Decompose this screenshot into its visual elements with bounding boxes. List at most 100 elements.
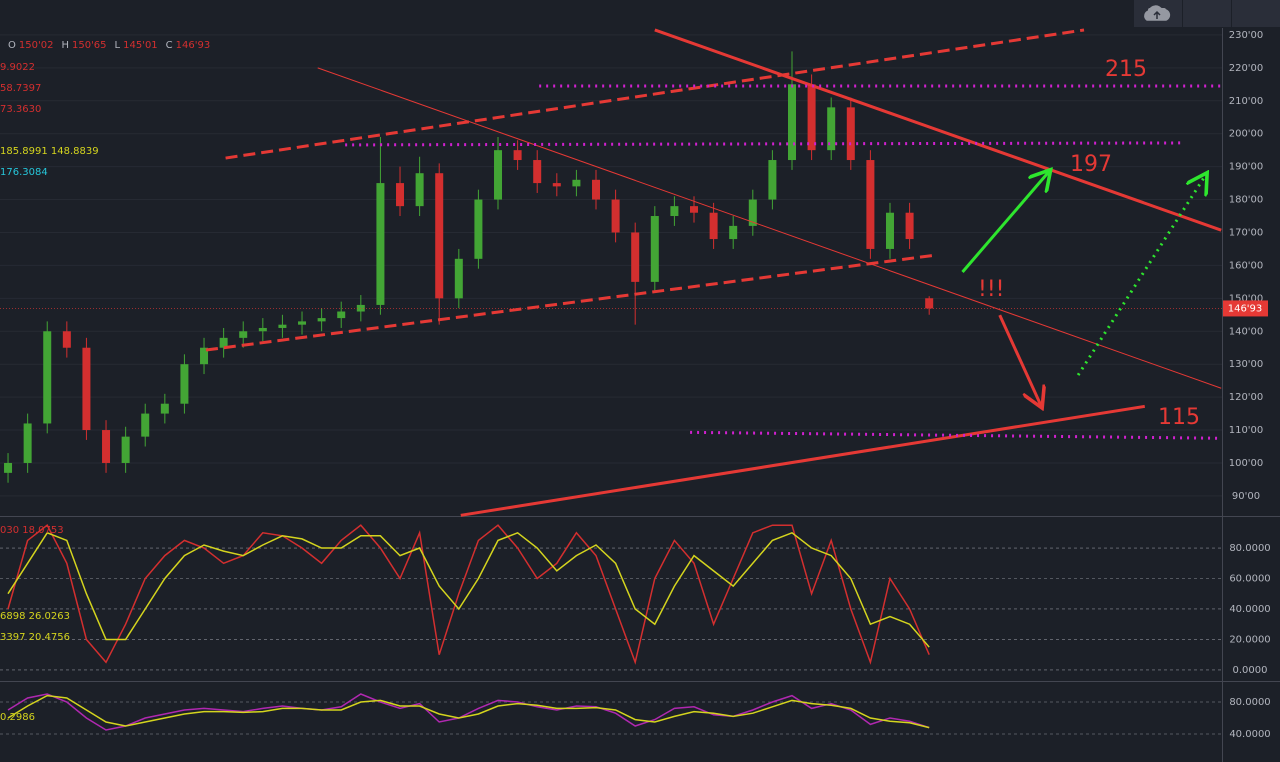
y-tick-label: 80.0000: [1229, 543, 1270, 554]
y-tick-label: 90'00: [1232, 491, 1260, 502]
candle-body: [396, 183, 405, 207]
candle-body: [592, 179, 601, 200]
candle-body: [650, 216, 659, 282]
candle-body: [494, 150, 503, 200]
candle-body: [533, 160, 542, 184]
ohlc-value: 150'65: [71, 40, 107, 51]
y-tick-label: 40.0000: [1229, 729, 1270, 740]
candle-body: [729, 225, 738, 240]
candle-body: [219, 337, 228, 348]
y-tick-label: 100'00: [1229, 458, 1264, 469]
arrow: [961, 172, 1049, 273]
last-price-label: 146'93: [1228, 303, 1263, 314]
y-tick-label: 60.0000: [1229, 574, 1270, 585]
y-tick-label: 180'00: [1229, 195, 1264, 206]
upload-button[interactable]: [1144, 0, 1280, 27]
download-button[interactable]: [1144, 0, 1231, 27]
candle-body: [572, 179, 581, 187]
candle-body: [670, 206, 679, 217]
candle-body: [82, 347, 91, 431]
indicator-value: 9.9022: [0, 62, 35, 73]
candle-body: [474, 199, 483, 259]
indicator-value: 030 18.0753: [0, 525, 64, 536]
candle-body: [925, 298, 934, 309]
candle-body: [709, 212, 718, 240]
y-tick-label: 130'00: [1229, 359, 1264, 370]
candle-body: [513, 150, 522, 161]
candle-body: [768, 160, 777, 200]
ohlc-key: C: [165, 40, 173, 51]
candle-body: [337, 311, 346, 319]
ohlc-value: 146'93: [175, 40, 211, 51]
y-tick-label: 20.0000: [1229, 634, 1270, 645]
arrow: [1076, 175, 1205, 376]
toolbar: [1133, 0, 1280, 27]
y-tick-label: 170'00: [1229, 227, 1264, 238]
y-tick-label: 220'00: [1229, 63, 1264, 74]
candle-body: [846, 107, 855, 161]
indicator-value: 73.3630: [0, 104, 42, 115]
candle-body: [885, 212, 894, 249]
y-tick-label: 120'00: [1229, 392, 1264, 403]
arrow: [998, 314, 1041, 405]
candle-body: [317, 318, 326, 322]
annotation: 215: [1105, 57, 1147, 82]
candle-body: [905, 212, 914, 240]
candle-body: [23, 423, 32, 463]
candle-body: [552, 183, 561, 187]
ohlc-key: O: [8, 40, 16, 51]
indicator-value: 3397 20.4756: [0, 632, 70, 643]
oscillator-line: [7, 693, 930, 731]
candle-body: [298, 321, 307, 325]
y-tick-label: 160'00: [1229, 260, 1264, 271]
y-tick-label: 80.0000: [1229, 697, 1270, 708]
candle-body: [435, 173, 444, 299]
y-tick-label: 110'00: [1229, 425, 1264, 436]
candle-body: [611, 199, 620, 233]
indicator-value: 0.2986: [0, 712, 35, 723]
candle-body: [787, 84, 796, 161]
candle-body: [807, 84, 816, 151]
candle-body: [258, 327, 267, 332]
indicator-value: 176.3084: [0, 167, 48, 178]
ohlc-header: O 150'02 H 150'65 L 145'01 C 146'93: [0, 40, 210, 51]
y-tick-label: 150'00: [1229, 293, 1264, 304]
candle-body: [239, 331, 248, 338]
oscillator-line: [7, 694, 930, 729]
candle-body: [631, 232, 640, 282]
trend-line: [225, 28, 1085, 160]
trend-line: [460, 404, 1146, 517]
trend-line: [345, 141, 1184, 147]
trend-line: [690, 430, 1222, 440]
candle-body: [4, 462, 13, 473]
candle-body: [376, 183, 385, 305]
trend-line: [205, 253, 936, 352]
candle-body: [866, 160, 875, 249]
candle-body: [278, 324, 287, 328]
candle-body: [200, 347, 209, 365]
y-tick-label: 200'00: [1229, 129, 1264, 140]
y-tick-label: 140'00: [1229, 326, 1264, 337]
candle-body: [748, 199, 757, 226]
ohlc-key: H: [61, 40, 69, 51]
last-price-tag: [1223, 300, 1268, 317]
annotation: 115: [1158, 405, 1200, 430]
indicator-value: 58.7397: [0, 83, 42, 94]
candle-body: [827, 107, 836, 151]
candle-body: [160, 403, 169, 414]
y-tick-label: 210'00: [1229, 96, 1264, 107]
candle-body: [180, 364, 189, 404]
y-tick-label: 40.0000: [1229, 604, 1270, 615]
indicator-value: 6898 26.0263: [0, 611, 70, 622]
trend-line: [654, 28, 1222, 232]
oscillator-line: [7, 531, 930, 648]
candle-body: [102, 430, 111, 463]
candle-body: [43, 331, 52, 424]
candle-body: [415, 173, 424, 207]
candle-body: [62, 331, 71, 348]
candle-body: [141, 413, 150, 437]
y-tick-label: 230'00: [1229, 30, 1264, 41]
y-tick-label: 0.0000: [1233, 665, 1268, 676]
